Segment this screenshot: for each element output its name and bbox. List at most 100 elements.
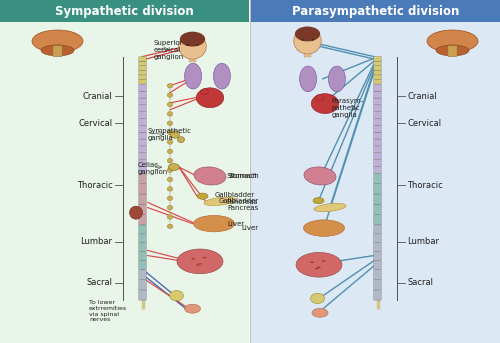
Ellipse shape [196,44,198,46]
Ellipse shape [446,32,466,51]
FancyBboxPatch shape [53,46,62,57]
Ellipse shape [436,45,469,56]
Ellipse shape [300,66,316,92]
FancyBboxPatch shape [138,84,146,91]
Text: Sympathetic
ganglia: Sympathetic ganglia [148,128,192,141]
Ellipse shape [167,130,173,135]
FancyBboxPatch shape [138,166,146,173]
FancyBboxPatch shape [374,225,382,234]
FancyBboxPatch shape [189,57,196,62]
FancyBboxPatch shape [374,112,382,119]
Text: Cranial: Cranial [408,92,437,100]
FancyBboxPatch shape [138,159,146,166]
FancyBboxPatch shape [374,91,382,98]
FancyBboxPatch shape [138,61,146,66]
FancyBboxPatch shape [138,270,146,280]
Ellipse shape [179,34,206,59]
Ellipse shape [316,95,324,100]
Text: Sacral: Sacral [86,279,113,287]
FancyBboxPatch shape [374,214,382,225]
Text: Liver: Liver [228,221,244,227]
Text: Gallbladder: Gallbladder [215,192,255,198]
FancyBboxPatch shape [138,174,146,184]
Ellipse shape [302,39,304,41]
Text: Superior
cervical
ganglion: Superior cervical ganglion [154,40,184,60]
FancyBboxPatch shape [374,105,382,112]
Text: Cranial: Cranial [82,92,112,100]
FancyBboxPatch shape [374,126,382,132]
Ellipse shape [453,32,474,51]
Text: Sympathetic division: Sympathetic division [55,5,194,18]
Ellipse shape [186,44,188,46]
Ellipse shape [32,30,83,52]
Text: Stomach: Stomach [228,173,259,179]
Ellipse shape [192,258,195,260]
Text: Cervical: Cervical [78,119,112,128]
FancyBboxPatch shape [138,184,146,194]
Text: To lower
extrremities
via spinal
nerves: To lower extrremities via spinal nerves [89,300,127,322]
FancyBboxPatch shape [251,0,500,343]
Ellipse shape [167,158,173,163]
FancyBboxPatch shape [138,290,146,300]
Ellipse shape [328,66,345,92]
Ellipse shape [167,93,173,97]
Ellipse shape [130,206,142,219]
Ellipse shape [36,32,57,51]
Ellipse shape [427,30,478,52]
FancyBboxPatch shape [138,243,146,251]
Text: Thoracic: Thoracic [76,181,112,190]
Ellipse shape [41,45,74,56]
FancyBboxPatch shape [374,194,382,204]
Ellipse shape [167,196,173,200]
Ellipse shape [167,224,173,229]
Ellipse shape [180,32,205,47]
Ellipse shape [311,94,339,114]
FancyBboxPatch shape [138,204,146,214]
Text: Sacral: Sacral [408,279,434,287]
Text: Lumbar: Lumbar [80,237,112,246]
FancyBboxPatch shape [374,166,382,173]
FancyBboxPatch shape [138,105,146,112]
FancyBboxPatch shape [138,225,146,234]
FancyBboxPatch shape [138,126,146,132]
Text: Pancreas: Pancreas [228,205,259,211]
FancyBboxPatch shape [374,290,382,300]
Ellipse shape [296,252,342,277]
FancyBboxPatch shape [374,204,382,214]
FancyBboxPatch shape [374,98,382,105]
FancyBboxPatch shape [0,0,249,22]
FancyBboxPatch shape [138,280,146,290]
Ellipse shape [294,28,321,54]
Ellipse shape [58,32,79,51]
Ellipse shape [167,111,173,116]
FancyBboxPatch shape [138,70,146,75]
Text: Parasympathetic division: Parasympathetic division [292,5,459,18]
FancyBboxPatch shape [138,146,146,153]
FancyBboxPatch shape [374,132,382,139]
Ellipse shape [312,308,328,317]
FancyBboxPatch shape [374,61,382,66]
Ellipse shape [184,63,202,89]
FancyBboxPatch shape [138,132,146,139]
FancyBboxPatch shape [138,139,146,146]
Ellipse shape [310,262,314,263]
FancyBboxPatch shape [138,98,146,105]
FancyBboxPatch shape [0,0,249,343]
FancyBboxPatch shape [374,184,382,194]
FancyBboxPatch shape [138,260,146,269]
Ellipse shape [167,121,173,126]
FancyBboxPatch shape [138,194,146,204]
FancyBboxPatch shape [374,251,382,260]
FancyBboxPatch shape [138,119,146,126]
Ellipse shape [168,164,179,170]
FancyBboxPatch shape [374,280,382,290]
Text: Cervical: Cervical [408,119,442,128]
Ellipse shape [214,63,230,89]
FancyBboxPatch shape [138,153,146,159]
Text: Parasym-
pathetic
ganglia: Parasym- pathetic ganglia [332,98,364,118]
Ellipse shape [196,264,200,266]
Ellipse shape [194,167,226,185]
FancyBboxPatch shape [374,159,382,166]
FancyBboxPatch shape [374,174,382,184]
Ellipse shape [304,220,344,236]
